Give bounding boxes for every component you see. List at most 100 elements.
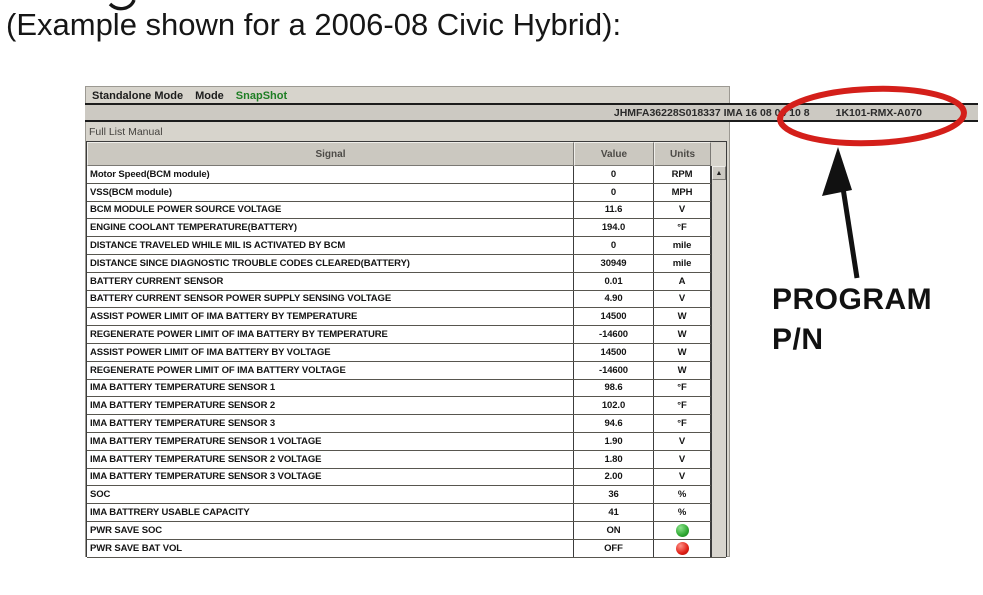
signal-cell: BATTERY CURRENT SENSOR bbox=[87, 272, 574, 290]
value-cell: 41 bbox=[574, 504, 654, 521]
value-cell: 94.6 bbox=[574, 415, 654, 432]
tab-full-list-manual[interactable]: Full List Manual bbox=[89, 125, 163, 138]
data-list-table: Signal Value Units Motor Speed(BCM modul… bbox=[86, 141, 727, 558]
vehicle-info-text: JHMFA36228S018337 IMA 16 08 04 10 8 bbox=[613, 106, 810, 119]
table-row[interactable]: DISTANCE TRAVELED WHILE MIL IS ACTIVATED… bbox=[87, 237, 726, 255]
value-cell: 14500 bbox=[574, 343, 654, 361]
units-cell: °F bbox=[654, 219, 711, 237]
column-header-units[interactable]: Units bbox=[654, 142, 711, 166]
menu-item-standalone-mode[interactable]: Standalone Mode bbox=[92, 89, 184, 102]
table-row[interactable]: Motor Speed(BCM module) 0 RPM bbox=[87, 166, 726, 184]
value-cell: 2.00 bbox=[574, 468, 654, 486]
program-part-number: 1K101-RMX-A070 bbox=[835, 106, 922, 119]
table-row[interactable]: IMA BATTERY TEMPERATURE SENSOR 2 102.0 °F bbox=[87, 397, 726, 416]
units-cell: W bbox=[654, 326, 711, 343]
value-cell: 102.0 bbox=[574, 397, 654, 415]
column-header-value[interactable]: Value bbox=[574, 142, 654, 166]
value-cell: 1.80 bbox=[574, 450, 654, 468]
value-cell: 0.01 bbox=[574, 272, 654, 290]
program-pn-label-line1: PROGRAM bbox=[772, 283, 933, 316]
figure-caption: (Example shown for a 2006-08 Civic Hybri… bbox=[6, 7, 622, 42]
units-cell: W bbox=[654, 308, 711, 326]
value-cell: 98.6 bbox=[574, 379, 654, 397]
units-cell bbox=[654, 521, 711, 539]
signal-cell: ASSIST POWER LIMIT OF IMA BATTERY BY TEM… bbox=[87, 308, 574, 326]
units-cell: V bbox=[654, 450, 711, 468]
signal-cell: BATTERY CURRENT SENSOR POWER SUPPLY SENS… bbox=[87, 290, 574, 308]
table-row[interactable]: BCM MODULE POWER SOURCE VOLTAGE 11.6 V bbox=[87, 201, 726, 220]
tab-row: Full List Manual bbox=[86, 122, 729, 141]
signal-cell: ASSIST POWER LIMIT OF IMA BATTERY BY VOL… bbox=[87, 343, 574, 361]
units-cell: V bbox=[654, 468, 711, 486]
table-row[interactable]: IMA BATTERY TEMPERATURE SENSOR 3 94.6 °F bbox=[87, 415, 726, 433]
units-cell: °F bbox=[654, 397, 711, 415]
units-cell: V bbox=[654, 290, 711, 308]
table-row[interactable]: ENGINE COOLANT TEMPERATURE(BATTERY) 194.0… bbox=[87, 219, 726, 238]
signal-cell: IMA BATTERY TEMPERATURE SENSOR 3 bbox=[87, 415, 574, 432]
menu-item-mode[interactable]: Mode bbox=[195, 89, 224, 102]
units-cell: mile bbox=[654, 254, 711, 272]
menu-bar: Standalone Mode Mode SnapShot bbox=[92, 88, 287, 103]
table-row[interactable]: IMA BATTERY TEMPERATURE SENSOR 3 VOLTAGE… bbox=[87, 468, 726, 487]
units-cell: °F bbox=[654, 379, 711, 397]
value-cell: 0 bbox=[574, 183, 654, 201]
scroll-up-icon[interactable]: ▲ bbox=[712, 166, 726, 180]
units-cell: W bbox=[654, 343, 711, 361]
value-cell: 4.90 bbox=[574, 290, 654, 308]
value-cell: -14600 bbox=[574, 326, 654, 343]
value-cell: 1.90 bbox=[574, 432, 654, 450]
vertical-scrollbar[interactable]: ▲ bbox=[711, 166, 726, 557]
menu-item-snapshot[interactable]: SnapShot bbox=[235, 89, 288, 102]
table-row[interactable]: IMA BATTERY TEMPERATURE SENSOR 1 VOLTAGE… bbox=[87, 432, 726, 451]
table-row[interactable]: BATTERY CURRENT SENSOR POWER SUPPLY SENS… bbox=[87, 290, 726, 309]
status-off-icon bbox=[675, 541, 689, 555]
vehicle-info-bar: JHMFA36228S018337 IMA 16 08 04 10 8 1K10… bbox=[85, 103, 978, 122]
signal-cell: DISTANCE TRAVELED WHILE MIL IS ACTIVATED… bbox=[87, 237, 574, 254]
signal-cell: Motor Speed(BCM module) bbox=[87, 166, 574, 183]
units-cell: RPM bbox=[654, 166, 711, 183]
value-cell: 30949 bbox=[574, 254, 654, 272]
units-cell: MPH bbox=[654, 183, 711, 201]
value-cell: -14600 bbox=[574, 361, 654, 379]
table-row[interactable]: SOC 36% bbox=[87, 486, 726, 505]
table-row[interactable]: ASSIST POWER LIMIT OF IMA BATTERY BY VOL… bbox=[87, 343, 726, 362]
signal-cell: IMA BATTERY TEMPERATURE SENSOR 1 VOLTAGE bbox=[87, 432, 574, 450]
table-row[interactable]: IMA BATTRERY USABLE CAPACITY 41% bbox=[87, 504, 726, 522]
signal-cell: REGENERATE POWER LIMIT OF IMA BATTERY VO… bbox=[87, 361, 574, 379]
table-row[interactable]: REGENERATE POWER LIMIT OF IMA BATTERY BY… bbox=[87, 326, 726, 344]
units-cell: V bbox=[654, 201, 711, 219]
program-pn-label: PROGRAM P/N bbox=[772, 280, 932, 360]
table-row[interactable]: VSS(BCM module) 0 MPH bbox=[87, 183, 726, 202]
arrow-head-icon bbox=[822, 147, 852, 196]
signal-cell: BCM MODULE POWER SOURCE VOLTAGE bbox=[87, 201, 574, 219]
value-cell: 0 bbox=[574, 166, 654, 183]
signal-cell: SOC bbox=[87, 486, 574, 504]
signal-cell: ENGINE COOLANT TEMPERATURE(BATTERY) bbox=[87, 219, 574, 237]
signal-cell: REGENERATE POWER LIMIT OF IMA BATTERY BY… bbox=[87, 326, 574, 343]
signal-cell: IMA BATTERY TEMPERATURE SENSOR 3 VOLTAGE bbox=[87, 468, 574, 486]
cropped-text-artifact bbox=[108, 0, 136, 11]
table-body: Motor Speed(BCM module) 0 RPM VSS(BCM modul… bbox=[87, 166, 726, 558]
arrow-shaft bbox=[840, 187, 860, 279]
table-row[interactable]: PWR SAVE BAT VOL OFF bbox=[87, 539, 726, 558]
value-cell: 11.6 bbox=[574, 201, 654, 219]
table-row[interactable]: ASSIST POWER LIMIT OF IMA BATTERY BY TEM… bbox=[87, 308, 726, 327]
value-cell: 194.0 bbox=[574, 219, 654, 237]
signal-cell: IMA BATTERY TEMPERATURE SENSOR 2 VOLTAGE bbox=[87, 450, 574, 468]
column-header-signal[interactable]: Signal bbox=[87, 142, 574, 166]
units-cell: % bbox=[654, 486, 711, 504]
header-filler bbox=[711, 142, 726, 166]
table-row[interactable]: IMA BATTERY TEMPERATURE SENSOR 1 98.6 °F bbox=[87, 379, 726, 398]
units-cell: % bbox=[654, 504, 711, 521]
table-row[interactable]: IMA BATTERY TEMPERATURE SENSOR 2 VOLTAGE… bbox=[87, 450, 726, 469]
value-cell: 36 bbox=[574, 486, 654, 504]
table-row[interactable]: PWR SAVE SOC ON bbox=[87, 521, 726, 540]
table-row[interactable]: DISTANCE SINCE DIAGNOSTIC TROUBLE CODES … bbox=[87, 254, 726, 273]
table-row[interactable]: BATTERY CURRENT SENSOR 0.01 A bbox=[87, 272, 726, 291]
signal-cell: PWR SAVE BAT VOL bbox=[87, 539, 574, 557]
units-cell: °F bbox=[654, 415, 711, 432]
units-cell: W bbox=[654, 361, 711, 379]
value-cell: 14500 bbox=[574, 308, 654, 326]
table-row[interactable]: REGENERATE POWER LIMIT OF IMA BATTERY VO… bbox=[87, 361, 726, 380]
program-pn-label-line2: P/N bbox=[772, 323, 824, 356]
